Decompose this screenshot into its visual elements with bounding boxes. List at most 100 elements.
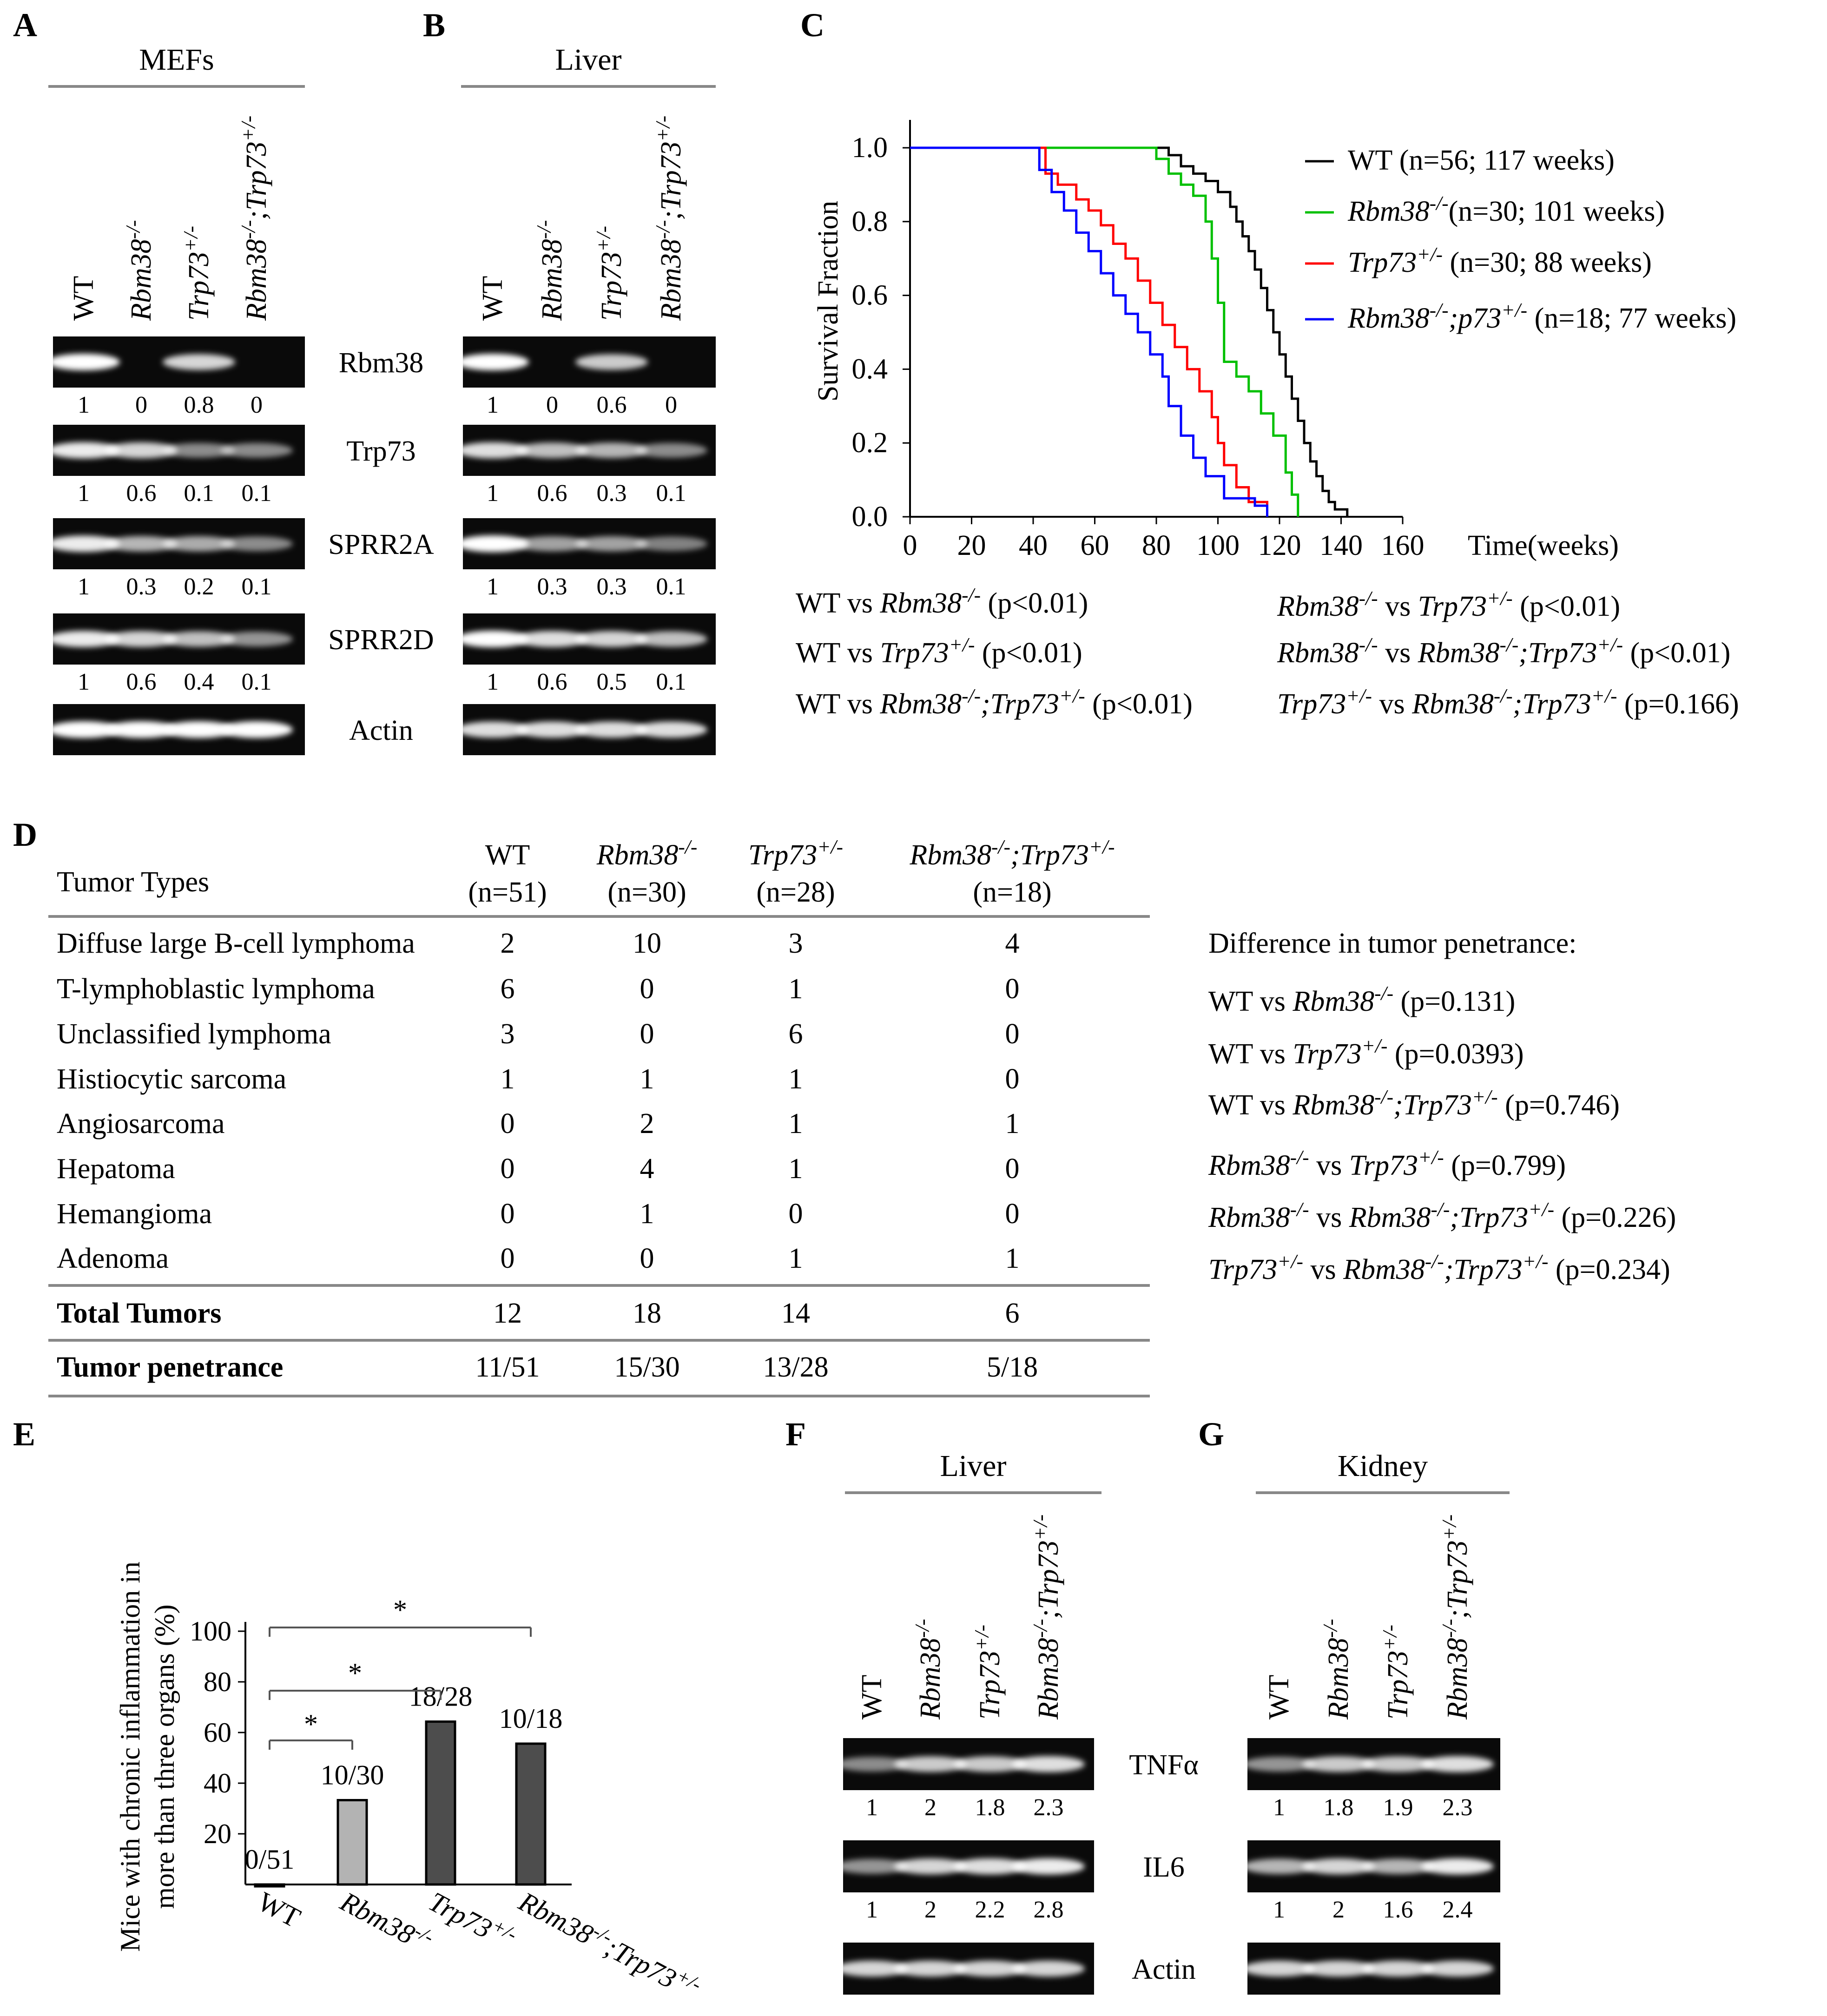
- survival-stat: WT vs Trp73+/-​ (p<0.01): [796, 633, 1082, 669]
- panel-letter: G: [1198, 1416, 1224, 1453]
- band-quant: 1.8: [975, 1794, 1005, 1821]
- table-column-n: (n=18): [973, 876, 1051, 908]
- lane-label: WT: [68, 276, 99, 321]
- gel-band: [635, 631, 707, 647]
- gel-band: [894, 1960, 967, 1977]
- survival-stat: Rbm38-/-​ vs Trp73+/-​ (p<0.01): [1277, 587, 1620, 622]
- legend-entry: WT (n=56; 117 weeks): [1348, 145, 1615, 176]
- total-value: 6: [1005, 1298, 1020, 1329]
- band-quant: 0.6: [126, 669, 157, 695]
- band-quant: 1.9: [1383, 1794, 1413, 1821]
- penetrance-value: 11/51: [475, 1351, 540, 1383]
- y-axis-title: Survival Fraction: [812, 201, 844, 402]
- sig-star: *: [304, 1709, 318, 1739]
- band-quant: 0.3: [537, 573, 567, 600]
- bar-ratio-label: 0/51: [245, 1844, 295, 1875]
- tumor-count: 1: [789, 973, 803, 1005]
- tumor-count: 0: [640, 973, 654, 1005]
- y-axis-title: more than three organs (%): [149, 1604, 180, 1909]
- tumor-count: 6: [789, 1018, 803, 1050]
- x-tick-label: 0: [903, 530, 917, 561]
- band-quant: 0.6: [537, 480, 567, 507]
- survival-stat: Rbm38-/-​ vs Rbm38-/-​;Trp73+/-​ (p<0.01…: [1277, 633, 1730, 669]
- band-quant: 0.4: [184, 669, 214, 695]
- gel-band: [954, 1756, 1026, 1772]
- gene-label: TNFα: [1129, 1749, 1199, 1781]
- band-quant: 0: [665, 392, 677, 418]
- gel-band: [516, 631, 588, 647]
- panel-letter: A: [13, 7, 37, 44]
- band-quant: 0.6: [597, 392, 627, 418]
- gel-band: [516, 536, 588, 552]
- survival-series-line: [910, 146, 1268, 517]
- penetrance-value: 5/18: [987, 1351, 1038, 1383]
- lane-label: Trp73+/-​: [179, 226, 215, 321]
- panel-letter: D: [13, 816, 37, 853]
- panel-letter: E: [13, 1416, 35, 1453]
- tumor-count: 0: [1005, 1198, 1020, 1230]
- gel-band: [635, 443, 707, 458]
- tumor-count: 3: [501, 1018, 515, 1050]
- gel-band: [1362, 1858, 1434, 1874]
- survival-stat: Trp73+/-​ vs Rbm38-/-​;Trp73+/-​ (p=0.16…: [1277, 685, 1739, 720]
- gel-band: [163, 631, 235, 647]
- band-quant: 2: [924, 1794, 937, 1821]
- penetrance-stat: WT vs Rbm38-/-​;Trp73+/-​ (p=0.746): [1208, 1086, 1620, 1121]
- tumor-count: 1: [1005, 1243, 1020, 1274]
- gel-band: [575, 536, 648, 552]
- band-quant: 1.6: [1383, 1897, 1413, 1923]
- x-axis-title: Time(weeks): [1468, 530, 1619, 561]
- gel-band: [1012, 1858, 1085, 1875]
- gel-band: [220, 536, 293, 551]
- table-column-n: (n=51): [468, 876, 547, 908]
- band-quant: 1.8: [1324, 1794, 1354, 1821]
- x-tick-label: 140: [1319, 530, 1363, 561]
- gel-header: MEFs: [139, 43, 214, 77]
- survival-stat: WT vs Rbm38-/-​ (p<0.01): [796, 584, 1088, 619]
- gel-band: [954, 1858, 1026, 1875]
- gel-band: [220, 632, 293, 646]
- tumor-type: T-lymphoblastic lymphoma: [57, 973, 375, 1005]
- band-quant: 0: [546, 392, 558, 418]
- band-quant: 0: [135, 392, 147, 418]
- penetrance-stat: Trp73+/-​ vs Rbm38-/-​;Trp73+/-​ (p=0.23…: [1208, 1250, 1670, 1285]
- gel-band: [163, 443, 235, 458]
- tumor-type: Hepatoma: [57, 1153, 175, 1185]
- gel-band: [836, 1757, 908, 1772]
- tumor-count: 0: [1005, 1153, 1020, 1185]
- tumor-count: 0: [640, 1018, 654, 1050]
- gel-band: [575, 721, 648, 738]
- lane-label: Rbm38-/-​;Trp73+/-​: [237, 116, 272, 321]
- gel-band: [954, 1960, 1026, 1977]
- gel-band: [1243, 1960, 1315, 1977]
- band-quant: 1: [487, 392, 499, 418]
- band-quant: 1: [866, 1794, 878, 1821]
- gel-band: [220, 443, 293, 458]
- lane-label: Rbm38-/-​;Trp73+/-​: [652, 116, 687, 321]
- gel-band: [1302, 1756, 1375, 1772]
- tumor-count: 1: [1005, 1108, 1020, 1140]
- band-quant: 0.1: [242, 669, 272, 695]
- penetrance-stat: WT vs Trp73+/-​ (p=0.0393): [1208, 1034, 1524, 1070]
- tumor-count: 1: [789, 1153, 803, 1185]
- gel-band: [220, 721, 293, 738]
- penetrance-value: 15/30: [614, 1351, 679, 1383]
- gel-band: [1012, 1960, 1085, 1977]
- legend-entry: Rbm38-/-​(n=30; 101 weeks): [1347, 192, 1665, 227]
- lane-label: Rbm38-/-​: [911, 1619, 946, 1720]
- band-quant: 0.1: [242, 573, 272, 600]
- tumor-count: 0: [501, 1198, 515, 1230]
- gel-band: [1302, 1858, 1375, 1875]
- band-quant: 0.3: [597, 573, 627, 600]
- gene-label: Rbm38: [339, 347, 424, 379]
- y-tick-label: 1.0: [852, 132, 888, 164]
- y-tick-label: 40: [204, 1768, 231, 1799]
- panel-b-gel: Liver WT Rbm38-/-​ Trp73+/-​ Rbm38-/-​;Trp73…: [456, 43, 716, 755]
- band-quant: 1: [487, 669, 499, 695]
- tumor-count: 0: [1005, 973, 1020, 1005]
- band-quant: 2: [1332, 1897, 1345, 1923]
- total-value: 14: [781, 1298, 810, 1329]
- lane-label: Rbm38-/-​: [533, 220, 568, 321]
- band-quant: 1: [78, 392, 90, 418]
